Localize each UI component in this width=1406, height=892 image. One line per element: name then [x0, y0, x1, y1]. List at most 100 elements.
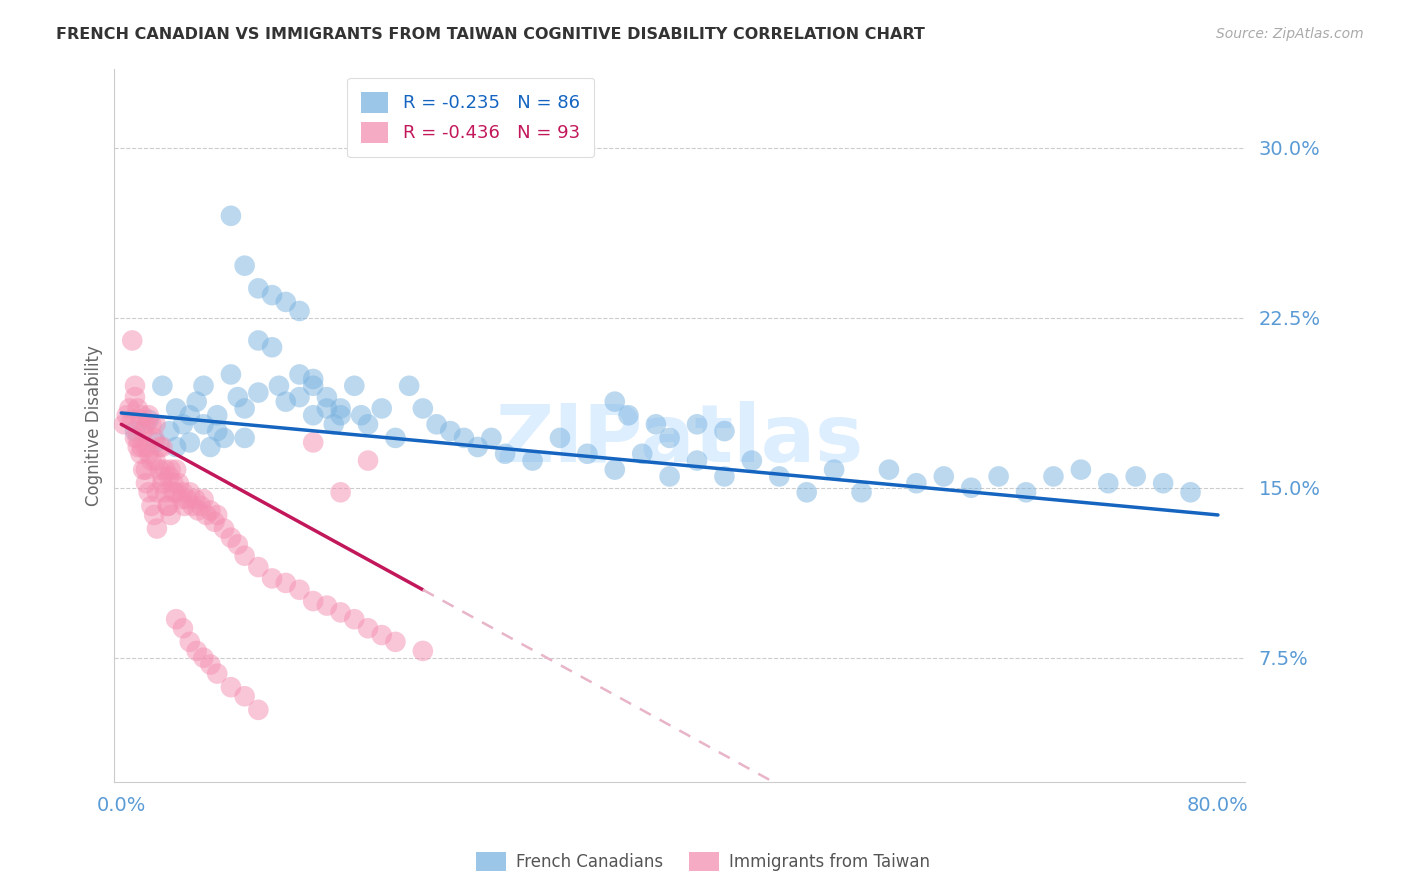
Point — [146, 522, 169, 536]
Point — [302, 409, 325, 423]
Point — [247, 560, 270, 574]
Point — [138, 409, 160, 423]
Point — [173, 499, 195, 513]
Point — [398, 378, 420, 392]
Point — [329, 401, 352, 416]
Point — [1152, 476, 1174, 491]
Point — [219, 368, 242, 382]
Point — [172, 485, 194, 500]
Point — [165, 612, 187, 626]
Point — [121, 334, 143, 348]
Point — [149, 462, 172, 476]
Point — [645, 417, 668, 432]
Point — [145, 435, 167, 450]
Point — [603, 462, 626, 476]
Point — [135, 440, 157, 454]
Point — [153, 462, 176, 476]
Point — [172, 417, 194, 432]
Point — [877, 462, 900, 476]
Point — [247, 281, 270, 295]
Point — [439, 424, 461, 438]
Point — [219, 531, 242, 545]
Point — [212, 431, 235, 445]
Point — [302, 378, 325, 392]
Point — [267, 378, 290, 392]
Point — [658, 431, 681, 445]
Point — [932, 469, 955, 483]
Point — [184, 492, 207, 507]
Point — [412, 644, 434, 658]
Point — [905, 476, 928, 491]
Point — [247, 703, 270, 717]
Point — [150, 378, 173, 392]
Point — [186, 644, 208, 658]
Point — [141, 453, 163, 467]
Point — [205, 666, 228, 681]
Point — [124, 378, 146, 392]
Point — [138, 447, 160, 461]
Point — [153, 485, 176, 500]
Point — [548, 431, 571, 445]
Point — [143, 431, 166, 445]
Point — [371, 628, 394, 642]
Point — [796, 485, 818, 500]
Point — [121, 413, 143, 427]
Point — [141, 499, 163, 513]
Point — [135, 476, 157, 491]
Point — [741, 453, 763, 467]
Point — [226, 537, 249, 551]
Point — [768, 469, 790, 483]
Point — [205, 424, 228, 438]
Point — [412, 401, 434, 416]
Point — [467, 440, 489, 454]
Point — [127, 401, 149, 416]
Point — [522, 453, 544, 467]
Point — [150, 469, 173, 483]
Point — [143, 508, 166, 522]
Point — [156, 499, 179, 513]
Y-axis label: Cognitive Disability: Cognitive Disability — [86, 345, 103, 506]
Point — [233, 401, 256, 416]
Point — [181, 499, 204, 513]
Point — [162, 476, 184, 491]
Point — [131, 409, 153, 423]
Point — [357, 621, 380, 635]
Point — [138, 485, 160, 500]
Point — [823, 462, 845, 476]
Point — [165, 440, 187, 454]
Point — [453, 431, 475, 445]
Point — [226, 390, 249, 404]
Point — [329, 409, 352, 423]
Point — [233, 431, 256, 445]
Point — [343, 612, 366, 626]
Point — [165, 462, 187, 476]
Point — [212, 522, 235, 536]
Point — [141, 417, 163, 432]
Point — [124, 390, 146, 404]
Point — [384, 431, 406, 445]
Point — [233, 259, 256, 273]
Point — [146, 485, 169, 500]
Point — [179, 485, 201, 500]
Point — [165, 485, 187, 500]
Point — [124, 431, 146, 445]
Point — [371, 401, 394, 416]
Point — [851, 485, 873, 500]
Point — [357, 453, 380, 467]
Point — [658, 469, 681, 483]
Point — [135, 462, 157, 476]
Point — [262, 288, 284, 302]
Point — [200, 440, 222, 454]
Point — [115, 409, 138, 423]
Point — [132, 462, 155, 476]
Point — [124, 424, 146, 438]
Point — [288, 304, 311, 318]
Text: Source: ZipAtlas.com: Source: ZipAtlas.com — [1216, 27, 1364, 41]
Point — [233, 690, 256, 704]
Point — [172, 621, 194, 635]
Point — [576, 447, 599, 461]
Point — [179, 435, 201, 450]
Point — [247, 385, 270, 400]
Point — [186, 394, 208, 409]
Point — [1015, 485, 1038, 500]
